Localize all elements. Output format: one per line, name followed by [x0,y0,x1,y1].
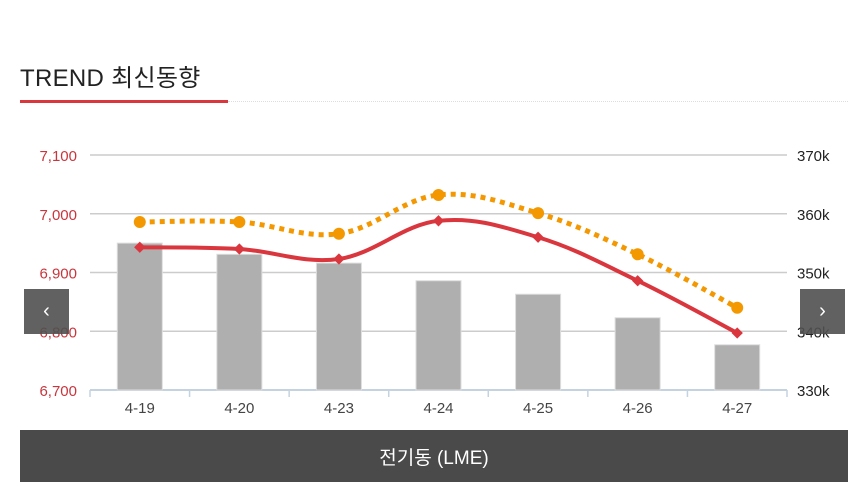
bar [216,253,263,391]
x-tick-label: 4-25 [523,400,553,417]
orange-point [133,215,146,228]
orange-point [233,215,246,228]
x-tick-label: 4-19 [125,400,155,417]
right-tick-label: 360k [797,207,830,224]
x-tick-label: 4-23 [324,400,354,417]
orange-point [532,207,545,220]
right-tick-label: 350k [797,266,830,283]
orange-point [731,301,744,314]
title-divider [228,101,848,102]
title-underline [20,100,228,103]
bar [515,293,562,391]
red-point [631,275,644,287]
red-point [432,215,445,227]
chevron-right-icon: › [819,300,826,322]
red-point [233,243,246,255]
bar [415,280,462,391]
left-tick-label: 6,700 [39,383,77,400]
left-tick-label: 7,000 [39,207,77,224]
orange-point [432,188,445,201]
x-tick-label: 4-27 [722,400,752,417]
page-title: TREND 최신동향 [20,65,201,92]
chart-caption-bar: 전기동 (LME) [20,430,848,482]
x-tick-label: 4-20 [224,400,254,417]
trend-chart: 7,100370k7,000360k6,900350k6,800340k6,70… [39,148,830,417]
orange-point [631,248,644,261]
bar [116,242,163,391]
left-tick-label: 7,100 [39,148,77,165]
x-tick-label: 4-26 [623,400,653,417]
next-button[interactable]: › [800,289,845,334]
bar [714,344,761,391]
x-tick-label: 4-24 [423,400,453,417]
prev-button[interactable]: ‹ [24,289,69,334]
left-tick-label: 6,900 [39,266,77,283]
chart-caption: 전기동 (LME) [379,447,489,469]
red-point [134,241,146,253]
red-point [532,231,544,243]
right-tick-label: 370k [797,148,830,165]
orange-point [332,227,345,240]
bar [315,262,362,391]
red-point [731,327,743,339]
right-tick-label: 330k [797,383,830,400]
chevron-left-icon: ‹ [43,300,50,322]
bar [614,317,661,391]
